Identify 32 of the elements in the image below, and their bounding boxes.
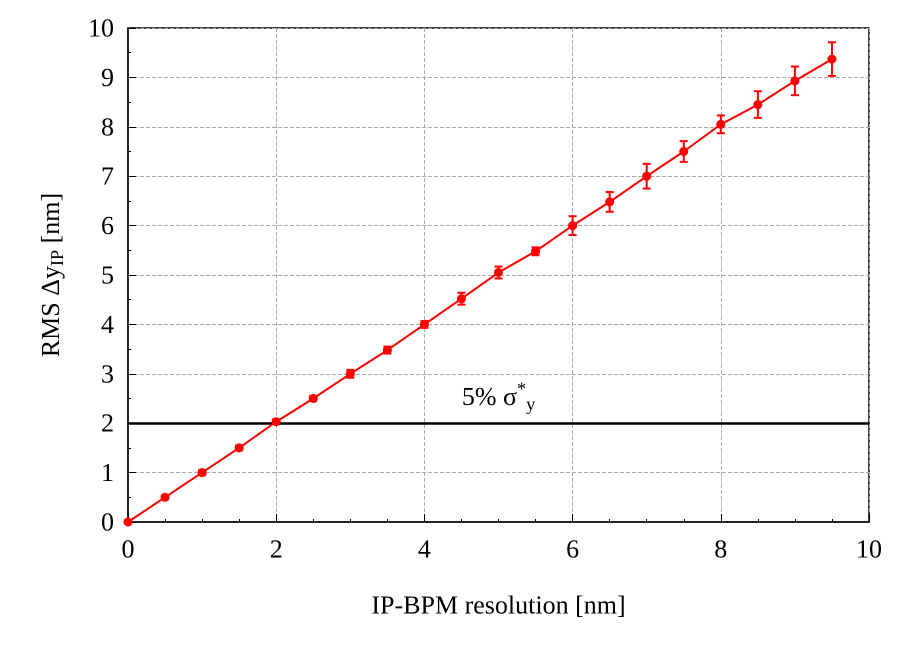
ref-line-label: 5% σ*y xyxy=(462,378,536,414)
y-tick-label: 3 xyxy=(101,359,114,388)
point xyxy=(790,76,800,86)
x-tick-label: 10 xyxy=(856,534,882,564)
y-tick-label: 9 xyxy=(101,62,114,92)
y-tick-label: 5 xyxy=(101,260,114,290)
x-tick-label: 2 xyxy=(270,534,283,564)
x-tick-label: 8 xyxy=(714,534,728,564)
y-tick-label: 7 xyxy=(101,162,114,191)
x-tick-label: 4 xyxy=(418,534,431,564)
y-axis-title: RMS ΔyIP [nm] xyxy=(36,192,67,358)
point xyxy=(605,197,614,206)
point xyxy=(456,294,466,304)
y-tick-label: 4 xyxy=(101,310,114,339)
point xyxy=(827,54,836,64)
y-tick-label: 2 xyxy=(101,408,114,438)
point xyxy=(642,172,652,181)
y-tick-label: 10 xyxy=(88,14,114,42)
y-tick-label: 8 xyxy=(101,112,114,142)
point xyxy=(124,518,132,526)
point xyxy=(679,147,688,156)
x-tick-label: 6 xyxy=(566,534,580,564)
point xyxy=(494,268,503,278)
y-tick-label: 0 xyxy=(101,508,114,536)
point xyxy=(160,492,170,502)
point xyxy=(716,120,726,129)
y-tick-label: 6 xyxy=(101,211,114,240)
x-axis-title: IP-BPM resolution [nm] xyxy=(371,590,626,620)
point xyxy=(753,100,762,110)
point xyxy=(568,221,578,230)
x-tick-label: 0 xyxy=(122,534,134,564)
y-tick-label: 1 xyxy=(101,458,114,488)
